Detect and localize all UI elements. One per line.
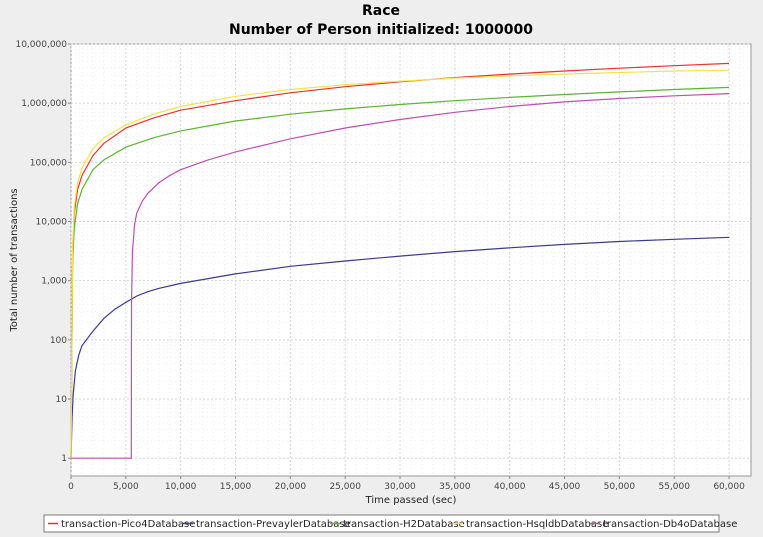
- x-tick-label: 40,000: [494, 482, 526, 492]
- series-line-transaction-HsqldbDatabase: [70, 69, 730, 459]
- legend-label: transaction-HsqldbDatabase: [466, 519, 608, 530]
- series-line-transaction-H2Database: [70, 86, 730, 459]
- x-tick-label: 10,000: [165, 482, 197, 492]
- y-tick-label: 100: [50, 336, 67, 346]
- y-tick-label: 1: [61, 454, 67, 464]
- legend-label: transaction-Pico4Database: [61, 519, 195, 530]
- y-tick-label: 1,000: [41, 277, 67, 287]
- series-line-transaction-Pico4Database: [70, 62, 730, 459]
- x-tick-label: 35,000: [439, 482, 471, 492]
- legend-label: transaction-PrevaylerDatabase: [196, 519, 351, 530]
- x-tick-label: 50,000: [604, 482, 636, 492]
- series-line-transaction-PrevaylerDatabase: [70, 236, 730, 459]
- legend-box: [43, 514, 720, 533]
- y-tick-label: 1,000,000: [21, 99, 67, 109]
- x-tick-label: 5,000: [113, 482, 139, 492]
- y-tick-label: 10: [56, 395, 68, 405]
- legend: transaction-Pico4Database transaction-Pre…: [48, 519, 737, 530]
- x-tick-label: 60,000: [713, 482, 745, 492]
- y-tick-label: 10,000,000: [15, 40, 67, 50]
- x-tick-label: 30,000: [384, 482, 416, 492]
- series-line-transaction-Db4oDatabase: [71, 93, 730, 459]
- chart-subtitle: Number of Person initialized: 1000000: [229, 22, 533, 38]
- legend-label: transaction-H2Database: [343, 519, 465, 530]
- legend-label: transaction-Db4oDatabase: [603, 519, 737, 530]
- series-group: [70, 62, 730, 459]
- axis-ticks: 0 5,000 10,000 15,000 20,000 25,000 30,000 35,0…: [15, 40, 745, 492]
- x-tick-label: 20,000: [275, 482, 307, 492]
- x-tick-label: 0: [68, 482, 74, 492]
- x-tick-label: 25,000: [329, 482, 361, 492]
- x-axis-label: Time passed (sec): [365, 495, 457, 506]
- x-tick-label: 15,000: [220, 482, 252, 492]
- y-tick-label: 10,000: [36, 218, 68, 228]
- y-axis-label: Total number of transactions: [9, 188, 20, 332]
- grid: [70, 43, 751, 476]
- x-tick-label: 55,000: [658, 482, 690, 492]
- chart-title: Race: [362, 3, 400, 19]
- x-tick-label: 45,000: [549, 482, 581, 492]
- y-tick-label: 100,000: [30, 158, 67, 168]
